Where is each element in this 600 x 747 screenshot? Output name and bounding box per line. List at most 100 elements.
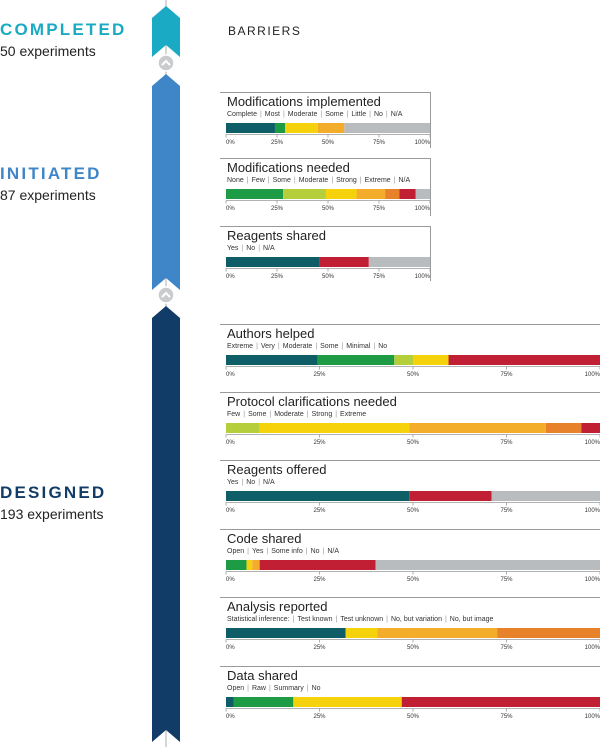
bar-segment [233,697,294,707]
bar-segment [259,423,410,433]
legend-separator: | [359,177,362,184]
x-tick-label: 0% [226,577,235,583]
bar-segment [252,560,260,570]
x-tick-label: 0% [226,440,235,446]
x-tick-label: 50% [407,508,420,514]
chart-title: Reagents shared [227,228,327,243]
bar-segment [409,423,546,433]
legend-entry: Extreme [227,343,254,350]
legend-separator: | [293,177,296,184]
bar-segment [581,423,600,433]
x-tick-label: 0% [226,508,235,514]
legend-separator: | [243,411,246,418]
stacked-bar-chart: 0% 25% 50% 75% 100% [225,123,431,146]
legend-entry: Open [227,548,245,555]
legend-entry: Moderate [287,111,318,118]
stacked-bar-chart: 0% 25% 50% 75% 100% [225,560,600,583]
legend-separator: | [306,685,309,692]
legend-entry: No [373,111,383,118]
chart-panel: Reagents shared Yes | No | N/A 0% 25% 50% 75% 100% [220,226,431,281]
legend-separator: | [346,111,349,118]
legend-entry: Most [264,111,280,118]
chart-title: Code shared [227,531,302,546]
x-tick-label: 100% [585,508,600,514]
legend-entry: Strong [311,411,333,418]
stage-designed-label: DESIGNED [0,483,107,502]
legend-entry: Summary [273,685,304,692]
legend-separator: | [246,177,249,184]
x-tick-label: 75% [373,274,386,280]
bar-segment [317,123,345,133]
legend-separator: | [268,685,271,692]
legend-separator: | [393,177,396,184]
stacked-bar-chart: 0% 25% 50% 75% 100% [225,697,600,720]
legend-separator: | [320,111,323,118]
bar-segment [375,560,600,570]
legend-entry: Strong [336,177,357,184]
x-tick-label: 75% [500,714,513,720]
x-tick-label: 25% [271,274,284,280]
legend-separator: | [247,548,249,555]
bar-segment [226,560,247,570]
legend-entry: Yes [227,245,239,252]
chart-title: Authors helped [227,326,315,341]
legend-entry: Extreme [340,411,367,418]
legend-entry: Little [351,111,367,118]
legend-separator: | [306,411,309,418]
legend-entry: Some [320,343,339,350]
legend-entry: Moderate [298,177,329,184]
x-tick-label: 100% [415,274,431,280]
bar-segment [545,423,582,433]
x-tick-label: 25% [313,440,326,446]
chart-panel: Reagents offered Yes | No | N/A 0% 25% 50% 75% 100… [220,460,600,519]
legend-separator: | [267,177,270,184]
chart-panel: Authors helped Extreme | Very | Moderate | Some… [220,324,600,382]
stacked-bar-chart: 0% 25% 50% 75% 100% [225,423,600,446]
bar-segment [409,491,492,501]
bar-segment [283,189,326,199]
legend-separator: | [385,111,388,118]
legend-separator: | [335,616,338,623]
bar-segment [399,189,416,199]
x-tick-label: 75% [500,508,513,514]
bar-segment [415,189,430,199]
x-tick-label: 50% [407,645,420,651]
bar-segment [259,560,376,570]
stacked-bar-chart: 0% 25% 50% 75% 100% [225,189,431,212]
up-circle-initiated-chevron [161,291,171,298]
legend-separator: | [386,616,388,623]
legend-entry: Yes [251,548,264,555]
category-legend: Statistical inference: | Test known | Test u… [227,616,493,623]
bar-segment [448,355,600,365]
legend-entry: No [246,245,256,252]
chart-title: Modifications needed [227,160,350,175]
legend-entry: Complete [227,111,257,118]
x-tick-label: 100% [585,372,600,378]
x-tick-label: 0% [226,274,235,280]
legend-entry: No [310,548,320,555]
legend-entry: Few [227,411,241,418]
legend-separator: | [241,479,244,486]
category-legend: Complete | Most | Moderate | Some | Little | No | N/… [227,111,402,118]
bar-segment [317,355,395,365]
legend-entry: No, but variation [390,616,442,623]
barriers-header: BARRIERS [228,24,302,38]
legend-separator: | [322,548,325,555]
stage-completed-label: COMPLETED [0,20,127,39]
legend-entry: None [227,177,244,184]
legend-separator: | [369,111,371,118]
stacked-bar-chart: 0% 25% 50% 75% 100% [225,355,600,378]
legend-entry: Few [251,177,265,184]
x-tick-label: 100% [415,140,431,146]
x-tick-label: 100% [585,440,600,446]
bar-segment [491,491,600,501]
legend-separator: | [315,343,318,350]
x-tick-label: 0% [226,140,235,146]
legend-separator: | [292,616,295,623]
bar-segment [226,355,318,365]
legend-entry: Some [248,411,267,418]
bar-segment [319,257,369,267]
category-legend: Open | Yes | Some info | No | N/A [227,548,339,555]
x-tick-label: 50% [407,714,420,720]
